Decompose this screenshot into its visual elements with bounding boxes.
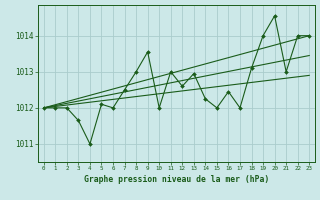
X-axis label: Graphe pression niveau de la mer (hPa): Graphe pression niveau de la mer (hPa) <box>84 175 269 184</box>
